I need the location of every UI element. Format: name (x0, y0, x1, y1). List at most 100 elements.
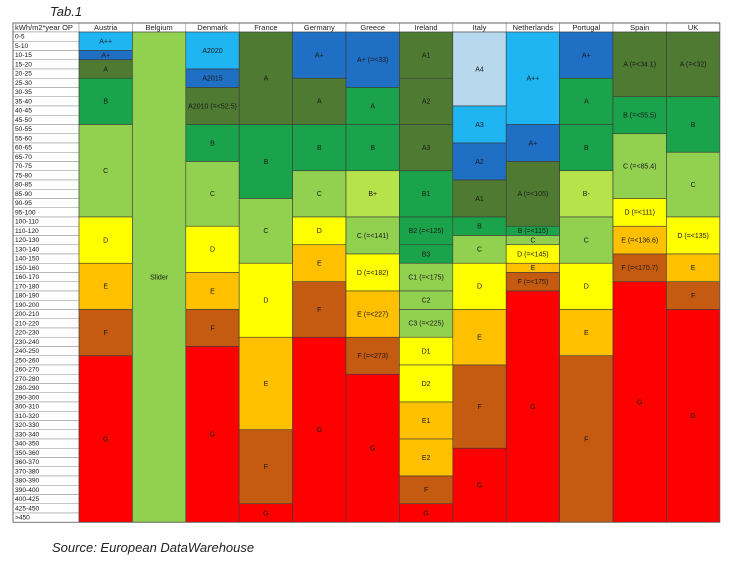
country-header: Ireland (415, 23, 438, 32)
energy-class-segment (185, 309, 240, 347)
energy-class-segment (185, 346, 240, 523)
source-note: Source: European DataWarehouse (52, 540, 255, 555)
energy-class-segment (78, 355, 133, 523)
energy-class-segment (612, 225, 667, 255)
segment-label: B (317, 145, 322, 152)
segment-label: C (263, 228, 268, 235)
energy-class-segment (452, 447, 507, 523)
segment-label: A (=<32) (680, 62, 707, 69)
segment-label: B (103, 99, 108, 106)
energy-class-segment (559, 77, 614, 125)
energy-class-segment (238, 198, 293, 264)
segment-label: A3 (422, 145, 431, 152)
row-label: 90-95 (15, 200, 32, 207)
energy-class-segment (505, 31, 560, 125)
energy-class-segment (292, 244, 347, 283)
segment-label: E (=<227) (357, 311, 388, 318)
segment-label: A+ (315, 52, 324, 59)
energy-class-segment (505, 124, 560, 162)
row-label: 25-30 (15, 80, 32, 87)
country-header: Portugal (572, 23, 600, 32)
segment-label: G (103, 436, 108, 443)
row-label: 100-110 (15, 219, 39, 226)
energy-class-segment (452, 31, 507, 107)
segment-label: C (584, 237, 589, 244)
energy-class-segment (78, 216, 133, 264)
energy-class-segment (612, 253, 667, 283)
country-header: Greece (360, 23, 385, 32)
segment-label: B (691, 122, 696, 129)
segment-label: A2015 (202, 76, 222, 83)
energy-class-segment (505, 290, 560, 523)
segment-label: B+ (368, 191, 377, 198)
segment-label: A (264, 76, 269, 83)
energy-class-segment (292, 336, 347, 523)
energy-class-segment (292, 216, 347, 246)
segment-label: G (210, 432, 215, 439)
segment-label: D (584, 284, 589, 291)
row-label: 150-160 (15, 265, 40, 272)
energy-class-segment (666, 151, 721, 218)
segment-label: G (370, 446, 375, 453)
energy-class-segment (666, 253, 721, 283)
energy-class-segment (345, 170, 400, 218)
segment-label: D (=<111) (624, 210, 654, 217)
row-label: 35-40 (15, 98, 32, 105)
segment-label: F (=<273) (357, 353, 388, 360)
segment-label: C (210, 191, 215, 198)
segment-label: D1 (422, 348, 431, 355)
row-label: 160-170 (15, 274, 40, 281)
energy-class-segment (452, 142, 507, 181)
energy-class-segment (666, 309, 721, 523)
segment-label: B (=<115) (518, 228, 549, 235)
row-label: 130-140 (15, 246, 40, 253)
segment-label: G (263, 510, 268, 517)
table-caption: Tab.1 (50, 4, 83, 19)
segment-label: D (103, 237, 108, 244)
segment-label: F (=<170.7) (621, 265, 658, 272)
row-label: 10-15 (15, 52, 32, 59)
segment-label: F (424, 487, 428, 494)
segment-label: E (103, 284, 108, 291)
energy-class-segment (238, 429, 293, 505)
segment-label: F (477, 404, 481, 411)
segment-label: F (691, 293, 695, 300)
segment-label: A1 (422, 52, 431, 59)
row-label: 140-150 (15, 256, 40, 263)
segment-label: F (584, 436, 588, 443)
row-label: 340-350 (15, 441, 40, 448)
row-label: 280-290 (15, 385, 40, 392)
energy-class-segment (185, 31, 240, 70)
segment-label: Slider (150, 274, 169, 281)
country-header: France (254, 23, 277, 32)
segment-label: G (530, 404, 535, 411)
corner-header: kWh/m2*year OP (15, 23, 73, 32)
segment-label: C (=<85.4) (623, 163, 656, 170)
energy-class-segment (559, 262, 614, 310)
row-label: 45-50 (15, 117, 32, 124)
energy-class-segment (132, 31, 187, 523)
segment-label: D (=<145) (517, 251, 549, 258)
segment-label: B (584, 145, 589, 152)
energy-class-segment (612, 281, 667, 523)
energy-class-segment (345, 216, 400, 255)
segment-label: A2 (422, 99, 431, 106)
energy-class-segment (292, 170, 347, 218)
energy-class-segment (399, 216, 454, 246)
energy-class-segment (185, 124, 240, 162)
segment-label: A (584, 99, 589, 106)
segment-label: A++ (99, 39, 112, 46)
row-label: 15-20 (15, 61, 32, 68)
segment-label: A+ (582, 52, 591, 59)
energy-class-segment (399, 364, 454, 403)
energy-class-segment (399, 309, 454, 338)
segment-label: E (531, 265, 536, 272)
row-label: 55-60 (15, 135, 32, 142)
segment-label: D (=<182) (357, 270, 389, 277)
segment-label: A++ (526, 76, 539, 83)
energy-class-segment (399, 31, 454, 79)
segment-label: C (477, 247, 482, 254)
row-label: 300-310 (15, 404, 40, 411)
energy-class-segment (292, 31, 347, 79)
